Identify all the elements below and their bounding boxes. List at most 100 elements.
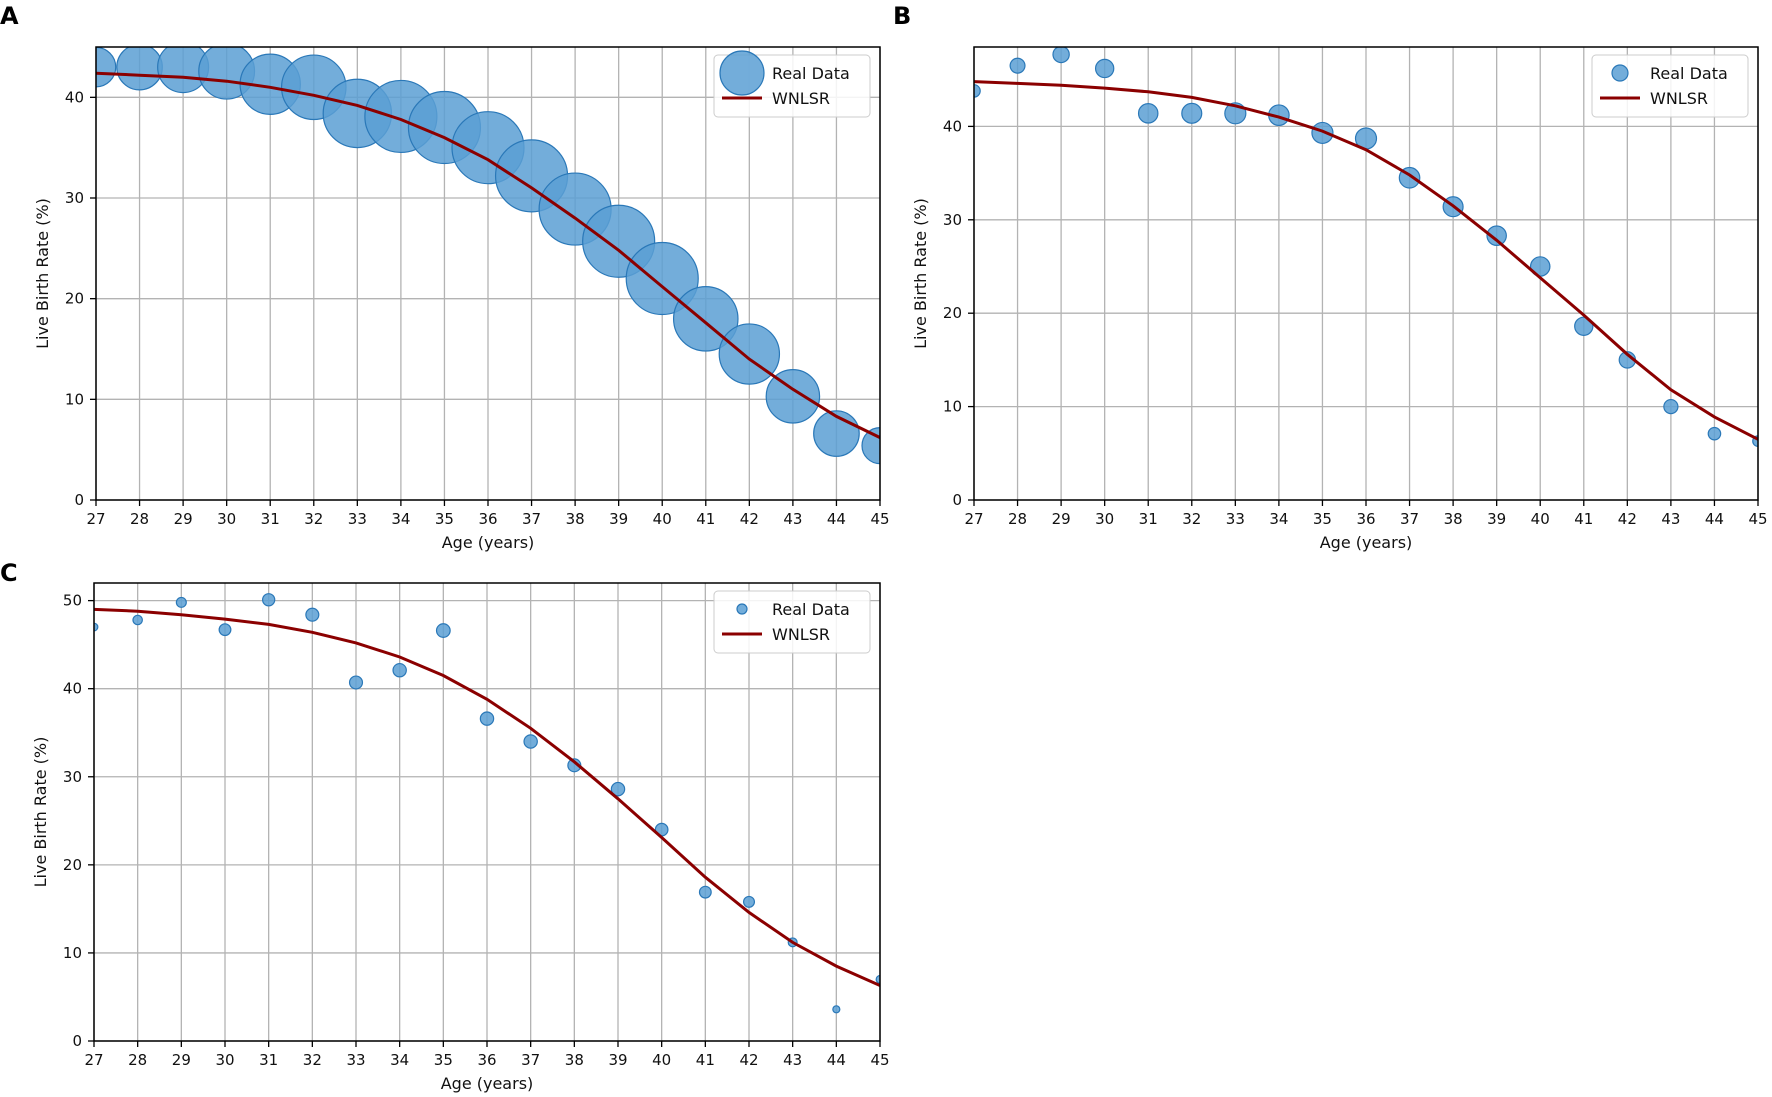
- x-tick-label: 44: [827, 1051, 846, 1069]
- x-tick-label: 31: [1139, 510, 1158, 528]
- y-tick-label: 0: [952, 491, 962, 509]
- data-point: [610, 781, 626, 797]
- panel-letter: A: [0, 2, 19, 30]
- x-tick-label: 30: [1095, 510, 1114, 528]
- data-point: [132, 614, 143, 626]
- legend-label-real-data: Real Data: [772, 600, 850, 619]
- x-tick-label: 40: [1531, 510, 1550, 528]
- x-tick-label: 31: [261, 510, 280, 528]
- x-tick-label: 34: [390, 1051, 409, 1069]
- x-tick-label: 35: [434, 1051, 453, 1069]
- x-tick-label: 34: [1269, 510, 1288, 528]
- x-tick-label: 28: [128, 1051, 147, 1069]
- panel-letter: C: [0, 559, 18, 587]
- y-tick-label: 20: [65, 290, 84, 308]
- x-tick-label: 37: [522, 510, 541, 528]
- data-point: [1486, 225, 1507, 246]
- x-tick-label: 35: [1313, 510, 1332, 528]
- y-tick-label: 0: [72, 1032, 82, 1050]
- y-tick-label: 50: [63, 592, 82, 610]
- panel-b: B 27 28 29 30 31 32 33 34 35 36 37 38 39 40 41 42 43 44 45 0…: [893, 2, 1768, 552]
- y-tick-label: 40: [63, 680, 82, 698]
- legend-box: [1591, 54, 1749, 118]
- data-point: [392, 662, 407, 678]
- y-axis-label: Live Birth Rate (%): [33, 198, 52, 349]
- x-tick-label: 39: [1487, 510, 1506, 528]
- x-tick-label: 37: [1400, 510, 1419, 528]
- x-tick-label: 40: [652, 1051, 671, 1069]
- x-tick-label: 30: [215, 1051, 234, 1069]
- x-tick-label: 43: [783, 1051, 802, 1069]
- legend: Real Data WNLSR: [713, 50, 871, 118]
- x-tick-label: 34: [391, 510, 410, 528]
- legend-label-wnlsr: WNLSR: [772, 625, 830, 644]
- data-point: [567, 758, 582, 773]
- x-tick-label: 29: [1052, 510, 1071, 528]
- data-point: [742, 895, 756, 908]
- y-tick-label: 10: [63, 944, 82, 962]
- x-tick-label: 27: [84, 1051, 103, 1069]
- x-tick-label: 36: [1356, 510, 1375, 528]
- x-tick-label: 44: [827, 510, 846, 528]
- y-tick-label: 10: [65, 390, 84, 408]
- y-tick-label: 40: [943, 117, 962, 135]
- x-tick-label: 32: [303, 1051, 322, 1069]
- data-point: [1009, 57, 1026, 74]
- x-tick-label: 45: [870, 510, 889, 528]
- x-tick-label: 41: [696, 1051, 715, 1069]
- x-tick-label: 42: [1618, 510, 1637, 528]
- data-point: [116, 47, 163, 91]
- legend: Real Data WNLSR: [713, 590, 871, 654]
- x-tick-label: 28: [1008, 510, 1027, 528]
- x-tick-label: 35: [435, 510, 454, 528]
- legend: Real Data WNLSR: [1591, 54, 1749, 118]
- x-tick-label: 42: [739, 1051, 758, 1069]
- data-point: [1094, 58, 1115, 79]
- x-tick-label: 44: [1705, 510, 1724, 528]
- x-tick-label: 29: [174, 510, 193, 528]
- x-tick-label: 32: [1182, 510, 1201, 528]
- data-point: [625, 241, 699, 316]
- y-tick-label: 10: [943, 398, 962, 416]
- data-point: [1311, 121, 1334, 145]
- y-tick-label: 0: [74, 491, 84, 509]
- x-tick-label: 41: [1574, 510, 1593, 528]
- legend-label-real-data: Real Data: [1650, 64, 1728, 83]
- y-tick-label: 20: [63, 856, 82, 874]
- legend-marker-real-data: [719, 50, 765, 96]
- y-axis-label: Live Birth Rate (%): [31, 737, 50, 888]
- x-tick-label: 39: [608, 1051, 627, 1069]
- x-tick-label: 38: [566, 510, 585, 528]
- wnlsr-line: [94, 607, 880, 987]
- x-tick-label: 43: [1661, 510, 1680, 528]
- x-tick-label: 38: [565, 1051, 584, 1069]
- data-point: [698, 885, 712, 899]
- data-point: [479, 711, 495, 726]
- x-tick-label: 39: [609, 510, 628, 528]
- panel-letter: B: [893, 2, 911, 30]
- x-tick-label: 28: [130, 510, 149, 528]
- data-point: [1663, 398, 1679, 415]
- data-point: [1574, 316, 1594, 336]
- y-tick-label: 30: [943, 211, 962, 229]
- data-point: [1181, 102, 1203, 124]
- panel-a: A 27 28 29 30 31 32 33 34 35 36 37 38 39 40 41 42 43 44 45 0…: [0, 2, 890, 552]
- x-tick-label: 41: [696, 510, 715, 528]
- data-point: [832, 1005, 841, 1014]
- x-tick-label: 33: [348, 510, 367, 528]
- y-axis-label: Live Birth Rate (%): [911, 198, 930, 349]
- x-tick-label: 38: [1444, 510, 1463, 528]
- y-tick-label: 40: [65, 88, 84, 106]
- legend-label-wnlsr: WNLSR: [772, 89, 830, 108]
- data-point: [1707, 426, 1722, 441]
- data-point: [94, 622, 99, 632]
- x-tick-label: 45: [1748, 510, 1767, 528]
- x-tick-label: 32: [304, 510, 323, 528]
- y-tick-label: 20: [943, 304, 962, 322]
- legend-label-real-data: Real Data: [772, 64, 850, 83]
- panel-c: C 27 28 29 30 31 32 33 34 35 36 37 38 39 40 41 42 43 44 45 0…: [0, 559, 890, 1093]
- real-data-series: [94, 593, 880, 1014]
- x-tick-label: 40: [653, 510, 672, 528]
- data-point: [974, 84, 981, 98]
